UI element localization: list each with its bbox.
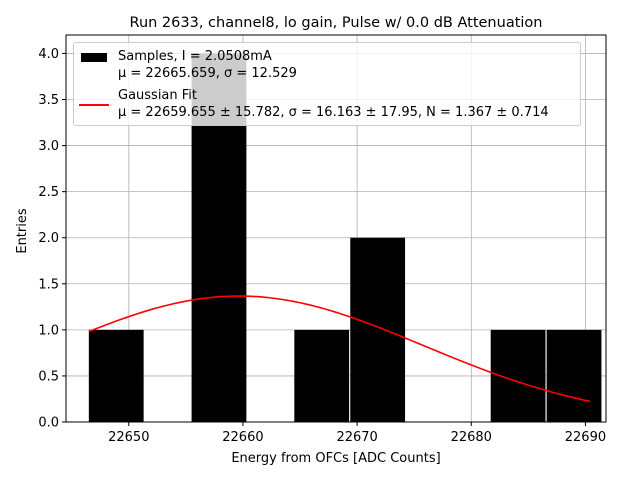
y-tick-label: 2.5 — [38, 185, 59, 200]
legend-stats-samples: μ = 22665.659, σ = 12.529 — [118, 66, 297, 81]
x-tick-label: 22660 — [222, 430, 263, 445]
y-tick-label: 0.0 — [38, 416, 59, 431]
x-tick-label: 22690 — [565, 430, 606, 445]
legend: Samples, I = 2.0508mA μ = 22665.659, σ =… — [73, 42, 581, 126]
histogram-bars — [88, 53, 602, 423]
legend-label-samples: Samples, I = 2.0508mA — [118, 49, 272, 64]
histogram-bar — [88, 329, 144, 422]
histogram-bar — [546, 329, 602, 422]
y-tick-label: 0.5 — [38, 369, 59, 384]
x-tick-label: 22650 — [108, 430, 149, 445]
histogram-bar — [350, 237, 406, 422]
histogram-bar — [294, 329, 350, 422]
x-axis-label: Energy from OFCs [ADC Counts] — [231, 451, 440, 466]
y-tick-label: 3.5 — [38, 93, 59, 108]
legend-swatch-samples — [81, 53, 107, 62]
y-tick-label: 1.0 — [38, 323, 59, 338]
fit-curve — [88, 295, 591, 403]
y-tick-label: 4.0 — [38, 47, 59, 62]
y-axis: 0.0 0.5 1.0 1.5 2.0 2.5 3.0 3.5 4.0 — [38, 47, 66, 431]
y-tick-label: 1.5 — [38, 277, 59, 292]
x-tick-label: 22680 — [451, 430, 492, 445]
chart-title: Run 2633, channel8, lo gain, Pulse w/ 0.… — [130, 15, 543, 31]
legend-swatch-fit — [79, 104, 109, 106]
legend-stats-fit: μ = 22659.655 ± 15.782, σ = 16.163 ± 17.… — [118, 105, 549, 120]
x-tick-label: 22670 — [336, 430, 377, 445]
y-tick-label: 2.0 — [38, 231, 59, 246]
x-axis: 22650 22660 22670 22680 22690 — [108, 422, 606, 445]
y-tick-label: 3.0 — [38, 139, 59, 154]
y-axis-label: Entries — [15, 208, 30, 254]
gaussian-fit — [88, 295, 591, 403]
plot-frame — [65, 34, 607, 423]
legend-label-fit: Gaussian Fit — [118, 88, 198, 103]
